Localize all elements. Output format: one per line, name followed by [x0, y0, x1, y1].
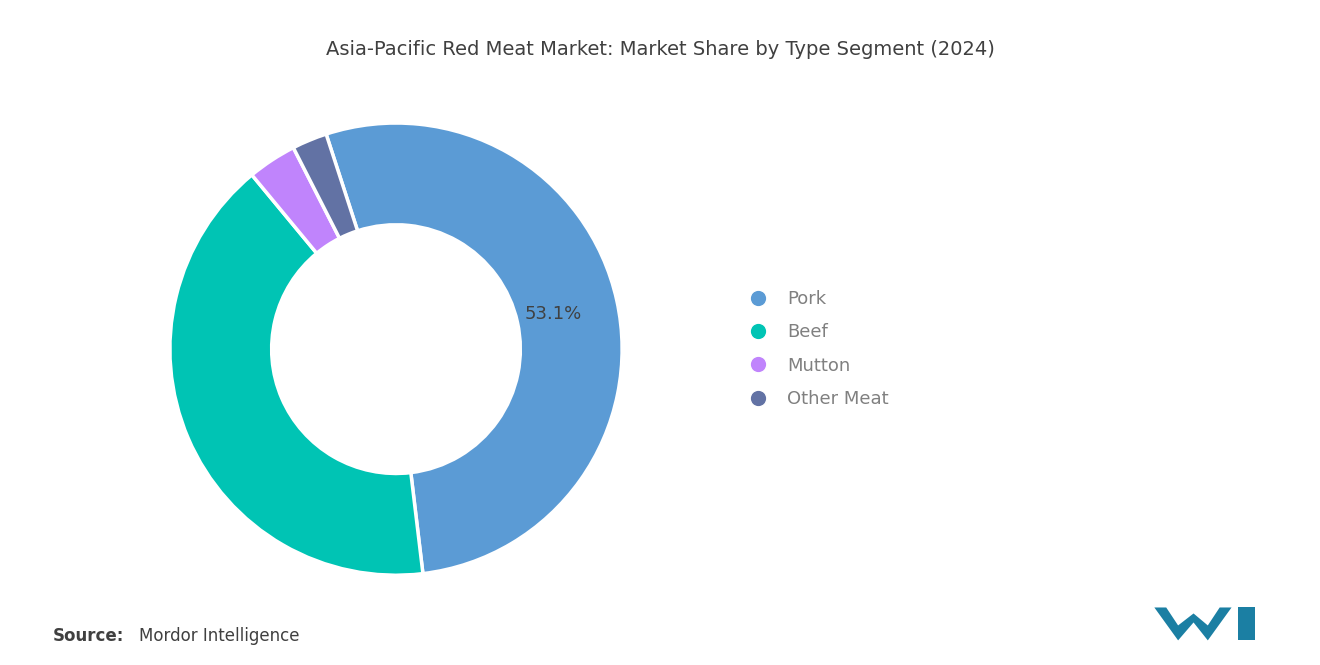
Text: 53.1%: 53.1% [525, 305, 582, 323]
Wedge shape [170, 175, 422, 575]
Wedge shape [252, 148, 339, 253]
Text: Source:: Source: [53, 627, 124, 645]
Text: Asia-Pacific Red Meat Market: Market Share by Type Segment (2024): Asia-Pacific Red Meat Market: Market Sha… [326, 40, 994, 59]
Polygon shape [1238, 608, 1255, 640]
Wedge shape [326, 123, 622, 574]
Wedge shape [293, 134, 358, 238]
Text: Mordor Intelligence: Mordor Intelligence [139, 627, 300, 645]
Polygon shape [1154, 608, 1232, 640]
Legend: Pork, Beef, Mutton, Other Meat: Pork, Beef, Mutton, Other Meat [733, 283, 896, 416]
